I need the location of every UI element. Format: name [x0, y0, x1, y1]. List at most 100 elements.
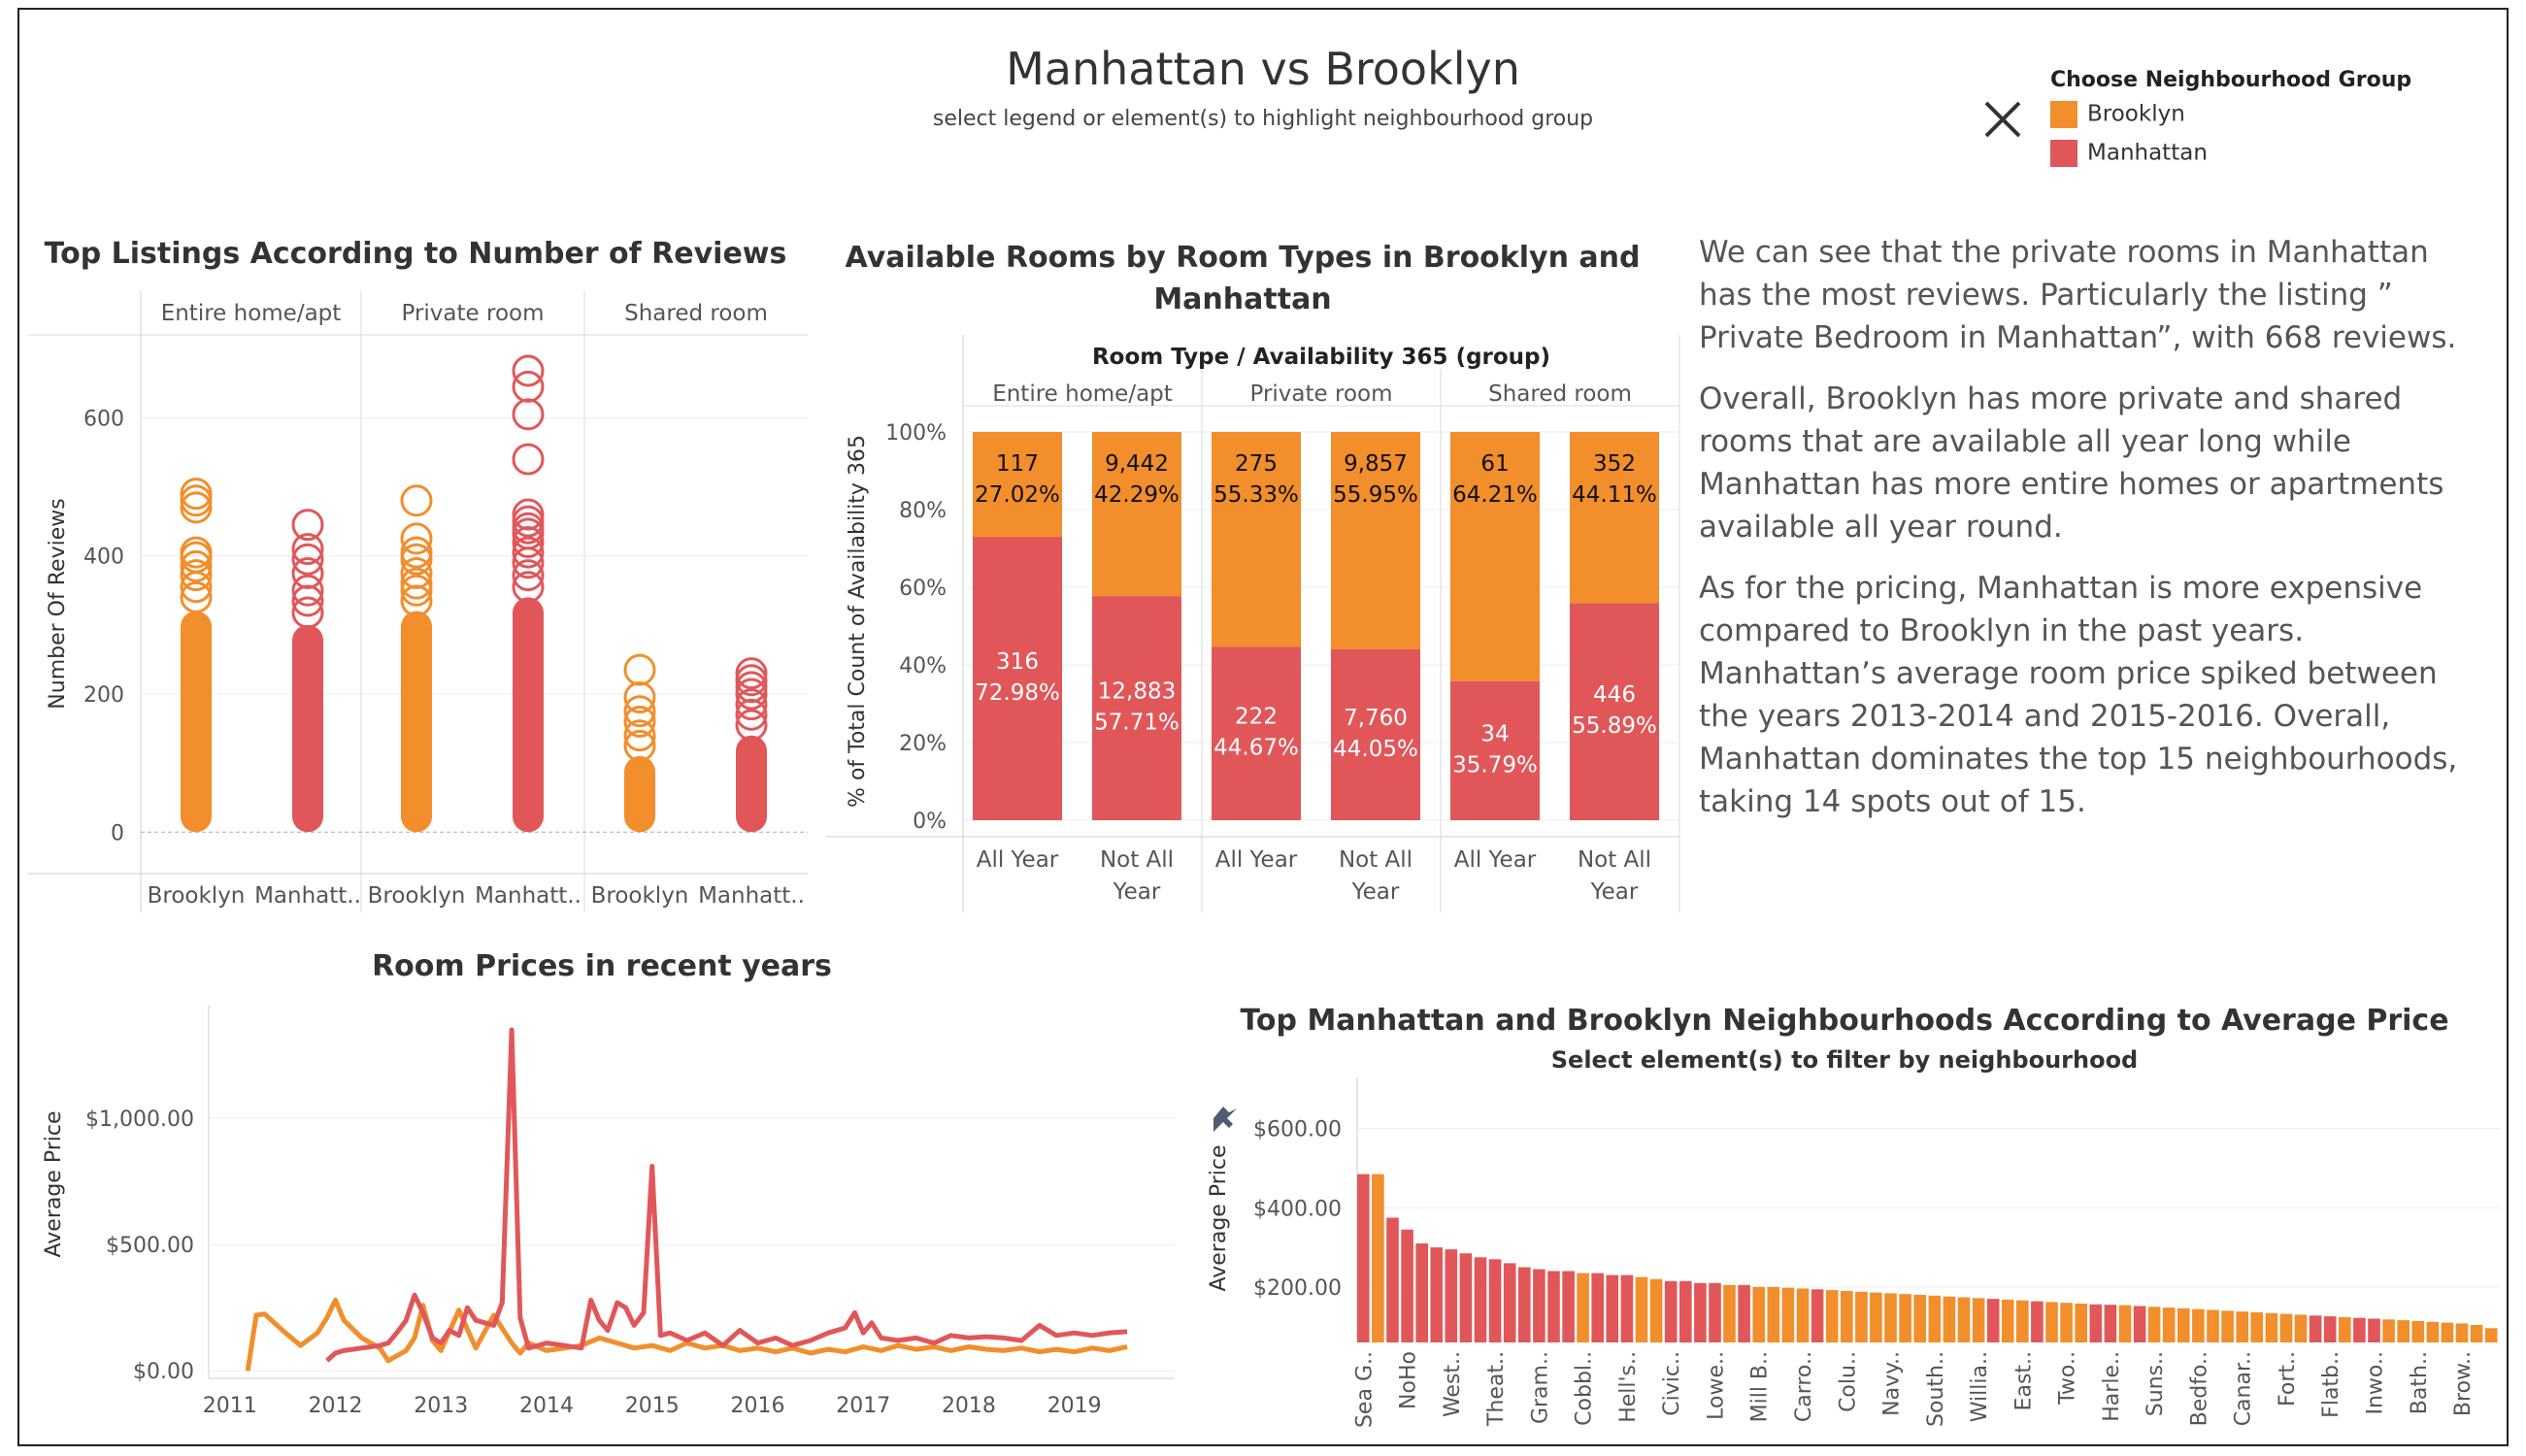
availability-chart-title: Available Rooms by Room Types in Brookly… — [845, 241, 1641, 316]
neighbourhood-bar[interactable] — [1547, 1271, 1560, 1343]
neighbourhood-bar[interactable] — [1928, 1295, 1942, 1342]
neighbourhood-bar[interactable] — [2484, 1328, 2498, 1342]
neighbourhood-bar[interactable] — [2104, 1305, 2117, 1342]
neighbourhood-bar[interactable] — [1357, 1174, 1370, 1342]
close-icon[interactable] — [1980, 97, 2025, 142]
neighbourhood-bar[interactable] — [2031, 1301, 2044, 1342]
neighbourhood-bar[interactable] — [1957, 1297, 1971, 1343]
neighbourhood-bar[interactable] — [1649, 1278, 1663, 1342]
neighbourhood-bar[interactable] — [2470, 1325, 2483, 1342]
neighbourhood-bar[interactable] — [1899, 1294, 1911, 1342]
neighbourhood-bar[interactable] — [1591, 1273, 1604, 1342]
neighbourhood-bar[interactable] — [1635, 1276, 1648, 1342]
neighbourhood-bar[interactable] — [2368, 1318, 2380, 1343]
review-point-cluster — [624, 756, 655, 833]
neighbourhood-bar[interactable] — [2250, 1312, 2264, 1342]
neighbourhood-bar[interactable] — [2147, 1307, 2161, 1342]
neighbourhood-bar[interactable] — [1972, 1298, 1985, 1342]
neighbourhood-bar[interactable] — [2411, 1321, 2425, 1342]
neighbourhood-bar[interactable] — [2089, 1304, 2103, 1342]
neighbourhood-bar[interactable] — [2236, 1311, 2248, 1342]
neighbourhood-bar[interactable] — [1445, 1249, 1458, 1342]
neighbourhood-bar[interactable] — [1709, 1282, 1721, 1342]
neighbourhood-bar[interactable] — [2455, 1323, 2469, 1342]
neighbourhood-bar[interactable] — [1811, 1289, 1824, 1342]
neighbourhood-bar[interactable] — [2397, 1320, 2410, 1342]
neighbourhood-bar[interactable] — [2265, 1312, 2278, 1342]
neighbourhood-bar[interactable] — [2309, 1315, 2322, 1342]
availability-chart[interactable]: Room Type / Availability 365 (group) 0% 20… — [825, 335, 1680, 912]
neighbourhood-bar[interactable] — [1723, 1284, 1736, 1342]
neighbourhood-bar[interactable] — [2177, 1307, 2190, 1342]
neighbourhood-bar[interactable] — [1870, 1292, 1882, 1342]
neighbourhood-bar[interactable] — [1884, 1293, 1897, 1342]
legend-item-manhattan[interactable]: Manhattan — [2050, 140, 2208, 167]
neighbourhood-bar[interactable] — [2133, 1306, 2146, 1343]
neighbourhood-bar[interactable] — [2060, 1303, 2073, 1342]
neighbourhood-bar[interactable] — [1796, 1288, 1810, 1343]
neighbourhood-bar[interactable] — [1518, 1267, 1531, 1343]
reviews-chart[interactable]: Entire home/apt Brooklyn Manhatt.. Private … — [27, 291, 808, 912]
neighbourhood-bar[interactable] — [1459, 1253, 1473, 1342]
neighbourhood-bar[interactable] — [2339, 1316, 2351, 1342]
commentary-paragraph: Overall, Brooklyn has more private and s… — [1699, 381, 2444, 545]
neighbourhood-bar[interactable] — [2294, 1314, 2308, 1342]
neighbourhood-bar[interactable] — [1738, 1284, 1750, 1342]
neighbourhood-bar[interactable] — [2221, 1310, 2234, 1342]
neighbourhood-bar[interactable] — [1372, 1174, 1384, 1342]
neighbourhood-bar[interactable] — [1620, 1274, 1634, 1342]
neighbourhood-bar[interactable] — [2207, 1309, 2219, 1343]
neighbourhood-bar[interactable] — [1752, 1286, 1765, 1342]
neighbourhood-bar[interactable] — [1533, 1269, 1546, 1343]
neighbourhood-bar[interactable] — [1825, 1290, 1839, 1342]
legend-item-brooklyn[interactable]: Brooklyn — [2050, 101, 2185, 128]
neighbourhood-bar[interactable] — [1386, 1217, 1399, 1343]
neighbourhood-bar[interactable] — [1488, 1259, 1502, 1342]
neighbourhood-bar[interactable] — [1606, 1274, 1619, 1342]
neighbourhood-chart[interactable]: $200.00 $400.00 $600.00 Average Price Sea G.… — [1207, 1077, 2500, 1428]
neighbourhood-bar[interactable] — [1503, 1263, 1516, 1342]
x-tick-label: Not All — [1578, 847, 1651, 873]
pin-icon[interactable] — [1213, 1107, 1237, 1132]
brooklyn-pct-label: 55.95% — [1333, 482, 1418, 508]
y-tick-label: 80% — [899, 499, 947, 523]
neighbourhood-bar[interactable] — [1415, 1243, 1428, 1342]
neighbourhood-bar[interactable] — [2382, 1319, 2395, 1342]
neighbourhood-bar[interactable] — [1986, 1299, 2000, 1342]
neighbourhood-bar[interactable] — [1577, 1273, 1589, 1342]
neighbourhood-bar[interactable] — [2118, 1305, 2132, 1342]
neighbourhood-bar[interactable] — [2279, 1313, 2293, 1342]
neighbourhood-bar[interactable] — [1767, 1286, 1780, 1342]
manhattan-bar-segment — [1212, 646, 1301, 820]
neighbourhood-bar[interactable] — [2323, 1316, 2337, 1342]
prices-chart[interactable]: $0.00 $500.00 $1,000.00 2011 2012 2013 2014 201… — [42, 1005, 1175, 1418]
neighbourhood-bar[interactable] — [2192, 1308, 2205, 1342]
y-tick-label: 200 — [83, 683, 124, 708]
neighbourhood-bar[interactable] — [1943, 1296, 1956, 1342]
neighbourhood-bar[interactable] — [2001, 1299, 2014, 1342]
neighbourhood-bar[interactable] — [1855, 1291, 1868, 1342]
neighbourhood-bar[interactable] — [2045, 1302, 2058, 1342]
neighbourhood-bar[interactable] — [2016, 1300, 2029, 1342]
brooklyn-pct-label: 44.11% — [1572, 482, 1657, 508]
neighbourhood-bar[interactable] — [1694, 1282, 1707, 1342]
commentary-paragraph: As for the pricing, Manhattan is more ex… — [1699, 571, 2458, 819]
neighbourhood-bar[interactable] — [2075, 1304, 2087, 1342]
neighbourhood-bar[interactable] — [1430, 1247, 1443, 1342]
manhattan-bar-segment — [1450, 680, 1540, 820]
neighbourhood-bar[interactable] — [1781, 1287, 1795, 1342]
neighbourhood-bar[interactable] — [1913, 1295, 1926, 1342]
y-tick-label: $200.00 — [1253, 1276, 1342, 1301]
neighbourhood-bar[interactable] — [1664, 1280, 1678, 1343]
neighbourhood-bar[interactable] — [2426, 1321, 2440, 1342]
neighbourhood-bar[interactable] — [2441, 1322, 2454, 1342]
neighbourhood-bar[interactable] — [1562, 1271, 1575, 1343]
y-tick-label: $600.00 — [1253, 1118, 1342, 1142]
neighbourhood-bar[interactable] — [1401, 1229, 1413, 1342]
neighbourhood-bar[interactable] — [1474, 1257, 1487, 1342]
x-tick-label: Cobbl.. — [1573, 1351, 1597, 1426]
neighbourhood-bar[interactable] — [2353, 1317, 2366, 1342]
neighbourhood-bar[interactable] — [1679, 1280, 1692, 1343]
neighbourhood-bar[interactable] — [1841, 1291, 1853, 1342]
neighbourhood-bar[interactable] — [2162, 1307, 2176, 1342]
